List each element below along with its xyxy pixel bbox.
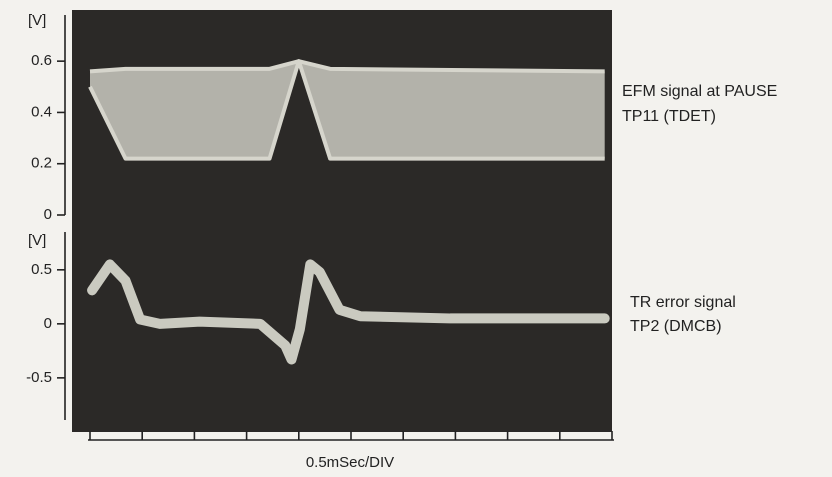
y-tick-label: 0 — [44, 206, 52, 223]
x-axis-title: 0.5mSec/DIV — [306, 454, 394, 471]
annotation: EFM signal at PAUSE — [622, 83, 777, 100]
signal-band — [90, 61, 605, 159]
y-unit: [V] — [28, 12, 46, 29]
signal-edge — [89, 59, 605, 74]
y-tick-label: 0.6 — [31, 52, 52, 69]
annotation: TP2 (DMCB) — [630, 318, 722, 335]
y-tick-label: 0.2 — [31, 155, 52, 172]
signal-edge — [88, 59, 605, 161]
signal-trace — [87, 259, 610, 365]
y-tick-label: -0.5 — [26, 369, 52, 386]
annotation: TR error signal — [630, 294, 736, 311]
y-tick-label: 0 — [44, 315, 52, 332]
y-tick-label: 0.4 — [31, 103, 52, 120]
y-tick-label: 0.5 — [31, 261, 52, 278]
annotation: TP11 (TDET) — [622, 108, 716, 125]
y-unit: [V] — [28, 232, 46, 249]
